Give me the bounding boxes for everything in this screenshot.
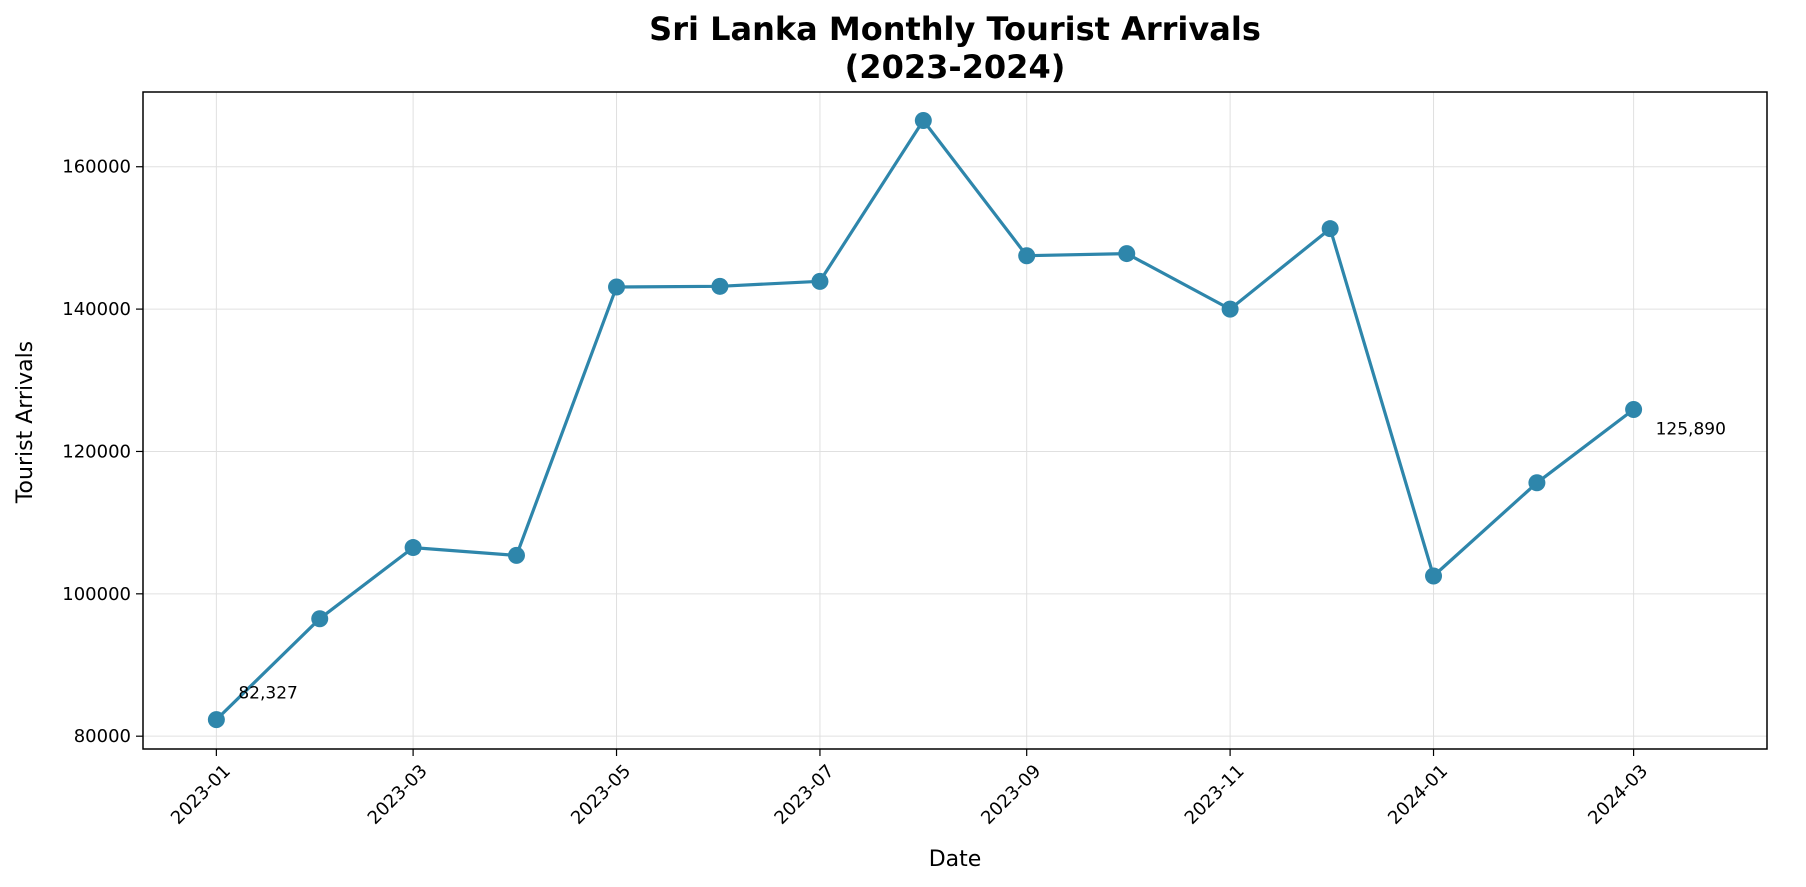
data-point xyxy=(608,278,626,296)
data-label: 125,890 xyxy=(1656,420,1726,440)
data-point xyxy=(914,111,932,129)
chart-title-line2: (2023-2024) xyxy=(845,48,1066,86)
y-tick-label: 140000 xyxy=(62,299,131,320)
data-point xyxy=(1528,474,1546,492)
y-tick-label: 160000 xyxy=(62,157,131,178)
data-point xyxy=(1625,401,1643,419)
data-point xyxy=(1018,247,1036,265)
data-point xyxy=(1321,220,1339,238)
x-tick-label: 2023-03 xyxy=(364,761,432,829)
x-tick-label: 2023-07 xyxy=(770,761,838,829)
data-point xyxy=(507,546,525,564)
y-tick-label: 80000 xyxy=(74,726,131,747)
x-tick-label: 2024-01 xyxy=(1384,761,1452,829)
x-tick-label: 2023-05 xyxy=(567,761,635,829)
data-point xyxy=(811,272,829,290)
data-point xyxy=(1425,567,1443,585)
chart-title-line1: Sri Lanka Monthly Tourist Arrivals xyxy=(649,10,1261,48)
y-tick-label: 120000 xyxy=(62,441,131,462)
annotations: 82,327 125,890 xyxy=(238,420,1726,704)
data-point xyxy=(404,539,422,557)
chart-title: Sri Lanka Monthly Tourist Arrivals (2023… xyxy=(649,10,1261,86)
x-axis-label: Date xyxy=(929,847,982,872)
data-label: 82,327 xyxy=(238,684,297,704)
x-tick-label: 2024-03 xyxy=(1584,761,1652,829)
data-point xyxy=(207,711,225,729)
y-axis-label: Tourist Arrivals xyxy=(13,341,38,504)
x-tick-label: 2023-01 xyxy=(167,761,235,829)
data-point xyxy=(1118,245,1136,263)
x-tick-label: 2023-11 xyxy=(1181,761,1249,829)
data-point xyxy=(311,610,329,628)
axis-ticks: 2023-01 2023-03 2023-05 2023-07 2023-09 2023-… xyxy=(62,157,1652,829)
series-layer xyxy=(207,111,1643,729)
data-point xyxy=(711,277,729,295)
y-tick-label: 100000 xyxy=(62,584,131,605)
grid-lines xyxy=(143,92,1767,749)
plot-frame xyxy=(142,91,1768,750)
series-line xyxy=(215,118,1635,721)
x-tick-label: 2023-09 xyxy=(977,761,1045,829)
data-point xyxy=(1221,300,1239,318)
